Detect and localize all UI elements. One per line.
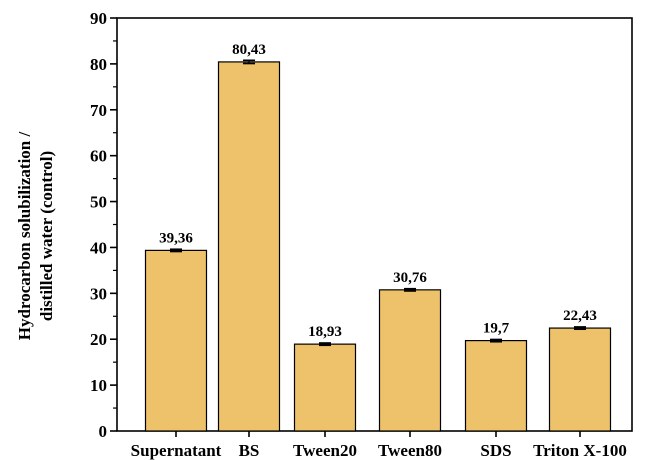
data-label-0: 39,36 <box>159 230 193 246</box>
x-tick-label-1: BS <box>239 441 260 460</box>
bar-tween80 <box>378 289 442 432</box>
x-tick-label-3: Tween80 <box>378 441 442 460</box>
x-tick-label-2: Tween20 <box>293 441 357 460</box>
bar-supernatant <box>144 249 208 432</box>
y-tick-label-20: 20 <box>90 330 107 349</box>
y-tick-label-30: 30 <box>90 284 107 303</box>
y-tick-label-10: 10 <box>90 376 107 395</box>
y-tick-label-50: 50 <box>90 193 107 212</box>
y-axis-title-line-1: Hydrocarbon solubilization / <box>15 132 34 341</box>
y-tick-label-40: 40 <box>90 238 107 257</box>
bar-bs <box>217 61 281 432</box>
y-tick-label-60: 60 <box>90 147 107 166</box>
plot-area: 0 10 20 30 40 50 60 70 80 90 39,36 Supernatant 80,43… <box>90 9 633 460</box>
x-tick-label-4: SDS <box>480 441 511 460</box>
y-tick-label-90: 90 <box>90 9 107 28</box>
bar-triton-x-100 <box>548 327 612 432</box>
y-axis-title: Hydrocarbon solubilization / distilled w… <box>15 132 56 341</box>
data-label-2: 18,93 <box>308 324 342 340</box>
x-tick-label-5: Triton X-100 <box>533 441 627 460</box>
data-label-3: 30,76 <box>393 270 427 286</box>
y-axis-title-line-2: distilled water (control) <box>37 151 56 321</box>
y-tick-label-80: 80 <box>90 55 107 74</box>
bar-tween20 <box>293 343 357 432</box>
y-tick-label-70: 70 <box>90 101 107 120</box>
data-label-5: 22,43 <box>563 308 597 324</box>
x-tick-label-0: Supernatant <box>131 441 222 460</box>
bar-sds <box>464 339 528 432</box>
y-tick-label-0: 0 <box>99 422 108 441</box>
data-label-1: 80,43 <box>232 42 266 58</box>
data-label-4: 19,7 <box>483 321 510 337</box>
